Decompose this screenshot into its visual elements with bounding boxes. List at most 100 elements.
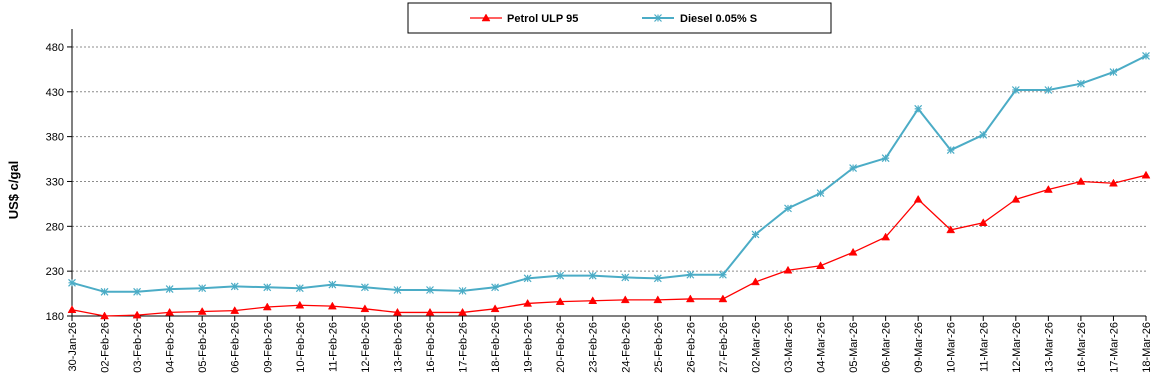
data-point-stroke <box>1109 68 1118 76</box>
x-tick-label: 09-Feb-26 <box>262 322 274 373</box>
data-point-stroke <box>654 14 662 22</box>
x-tick-label: 11-Feb-26 <box>327 322 339 372</box>
y-tick-label: 480 <box>46 42 64 54</box>
data-point <box>328 280 337 289</box>
data-point <box>685 294 695 303</box>
data-point-stroke <box>881 154 890 163</box>
data-point <box>523 274 532 283</box>
data-point-stroke <box>1011 86 1020 94</box>
x-tick-label: 02-Mar-26 <box>750 322 762 373</box>
data-point <box>263 283 272 292</box>
data-point <box>653 274 662 283</box>
data-point <box>165 285 174 294</box>
data-point-stroke <box>1076 79 1085 88</box>
data-point <box>979 130 988 139</box>
data-point <box>653 295 663 304</box>
data-point <box>783 265 793 274</box>
data-point <box>490 304 500 313</box>
data-point-stroke <box>1044 86 1053 94</box>
data-point <box>425 307 435 316</box>
legend-item-0: Petrol ULP 95 <box>470 13 578 25</box>
data-point <box>1141 170 1151 179</box>
data-point-stroke <box>653 274 662 283</box>
data-point <box>914 104 923 113</box>
x-tick-label: 10-Mar-26 <box>946 322 958 373</box>
data-point-stroke <box>849 164 858 172</box>
data-point-stroke <box>295 284 304 293</box>
data-point-stroke <box>1142 51 1150 60</box>
data-point <box>295 300 305 309</box>
y-tick-label: 430 <box>46 87 64 99</box>
y-tick-label: 230 <box>46 266 64 278</box>
series-line <box>71 174 1147 317</box>
data-point <box>784 204 792 213</box>
data-point <box>230 282 239 291</box>
x-tick-label: 17-Mar-26 <box>1108 322 1120 373</box>
data-point <box>718 270 727 279</box>
data-point-stroke <box>360 283 369 292</box>
data-point <box>848 247 858 256</box>
x-tick-label: 16-Mar-26 <box>1076 322 1088 373</box>
x-tick-label: 26-Feb-26 <box>685 322 697 373</box>
data-point <box>481 13 491 22</box>
data-point <box>686 270 695 279</box>
data-point <box>1044 86 1053 94</box>
data-point <box>393 286 402 294</box>
legend: Petrol ULP 95 Diesel 0.05% S <box>407 2 832 34</box>
x-tick-label: 20-Feb-26 <box>555 322 567 373</box>
x-tick-label: 30-Jan-26 <box>67 322 79 372</box>
x-tick-label: 04-Mar-26 <box>816 322 828 373</box>
x-tick-label: 23-Feb-26 <box>588 322 600 373</box>
series-1 <box>68 51 1150 296</box>
data-point <box>68 278 76 287</box>
data-point-stroke <box>914 104 923 113</box>
data-point <box>133 287 142 296</box>
data-point <box>523 298 533 307</box>
data-point <box>67 305 77 313</box>
x-tick-label: 16-Feb-26 <box>425 322 437 373</box>
x-tick-label: 10-Feb-26 <box>295 322 307 373</box>
data-point <box>946 146 955 155</box>
x-tick-label: 12-Feb-26 <box>360 322 372 373</box>
data-point-stroke <box>751 230 760 239</box>
data-point <box>100 287 109 296</box>
x-tick-label: 09-Mar-26 <box>913 322 925 373</box>
data-point-stroke <box>556 271 565 280</box>
legend-label: Petrol ULP 95 <box>507 13 578 25</box>
data-point-stroke <box>458 286 467 295</box>
data-point-stroke <box>393 286 402 294</box>
data-point <box>230 306 240 314</box>
x-tick-label: 06-Feb-26 <box>230 322 242 373</box>
data-point <box>360 304 370 313</box>
x-tick-label: 24-Feb-26 <box>620 322 632 373</box>
data-point <box>1142 51 1150 60</box>
y-tick-label: 330 <box>46 176 64 188</box>
data-point-stroke <box>491 283 500 292</box>
series-line <box>71 55 1147 293</box>
x-tick-label: 05-Feb-26 <box>197 322 209 373</box>
data-point <box>913 194 923 203</box>
x-tick-label: 17-Feb-26 <box>458 322 470 373</box>
data-point <box>491 283 500 292</box>
x-tick-label: 25-Feb-26 <box>653 322 665 373</box>
data-point-stroke <box>100 287 109 296</box>
data-point <box>556 271 565 280</box>
x-tick-label: 05-Mar-26 <box>848 322 860 373</box>
data-point-stroke <box>979 130 988 139</box>
data-point-stroke <box>588 271 597 280</box>
data-point-stroke <box>784 204 792 213</box>
x-tick-label: 06-Mar-26 <box>881 322 893 373</box>
x-tick-labels: 30-Jan-26 02-Feb-26 03-Feb-26 04-Feb-26 05-F… <box>67 322 1153 373</box>
data-point-stroke <box>426 286 434 294</box>
x-tick-label: 18-Feb-26 <box>490 322 502 373</box>
data-point-stroke <box>523 274 532 283</box>
data-point <box>654 14 662 22</box>
data-point <box>1076 176 1086 185</box>
data-point <box>555 297 565 305</box>
data-point <box>197 307 207 315</box>
data-point-stroke <box>263 283 272 292</box>
data-point <box>881 232 891 241</box>
data-point-stroke <box>946 146 955 155</box>
